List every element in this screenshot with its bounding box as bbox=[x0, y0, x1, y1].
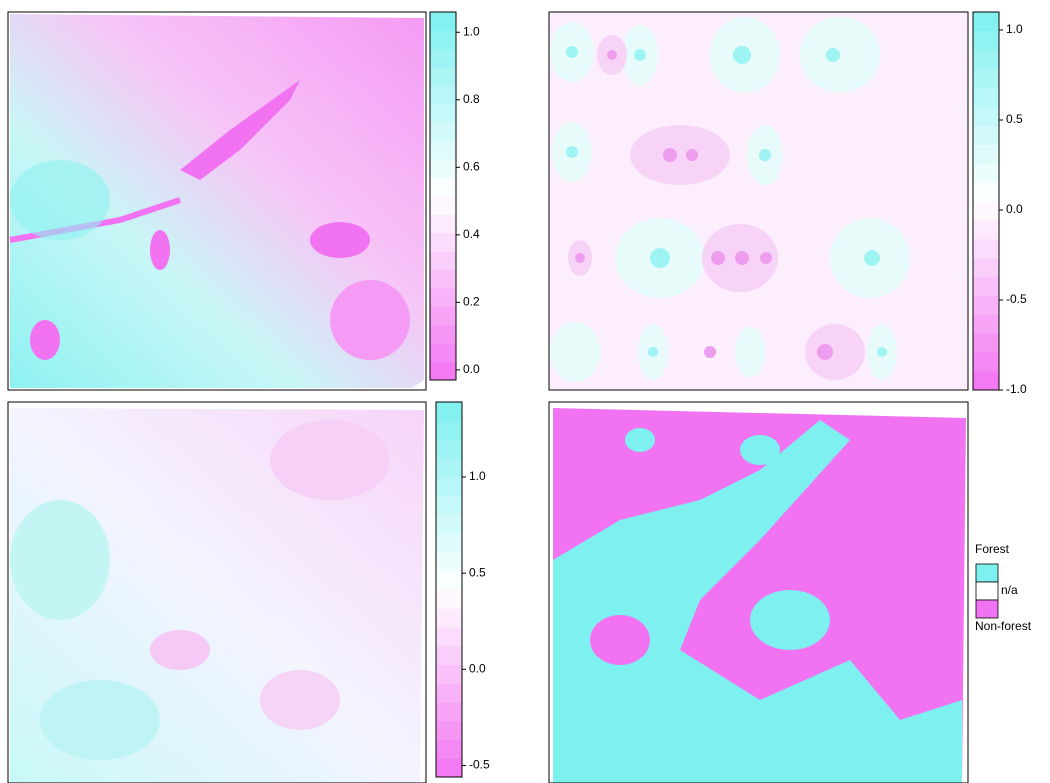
colorbar-step bbox=[436, 702, 462, 721]
colorbar-step bbox=[436, 533, 462, 552]
colorbar-tick-label: 1.0 bbox=[469, 469, 486, 483]
colorbar-step bbox=[436, 552, 462, 571]
colorbar-step bbox=[973, 12, 999, 31]
colorbar-tick-label: 0.4 bbox=[463, 227, 480, 241]
colorbar-step bbox=[430, 362, 456, 381]
legend-swatch bbox=[976, 582, 998, 600]
legend-swatch bbox=[976, 600, 998, 618]
colorbar-step bbox=[430, 159, 456, 178]
colorbar-step bbox=[430, 178, 456, 197]
map-4 bbox=[553, 408, 966, 783]
colorbar-tick-label: 0.8 bbox=[463, 92, 480, 106]
colorbar-step bbox=[436, 571, 462, 590]
colorbar-tick-label: -0.5 bbox=[469, 758, 490, 772]
colorbar-step bbox=[973, 333, 999, 352]
colorbar-step bbox=[436, 627, 462, 646]
colorbar-step bbox=[430, 30, 456, 49]
map-3 bbox=[10, 408, 424, 783]
colorbar-step bbox=[973, 69, 999, 88]
legend-label: Forest bbox=[975, 542, 1010, 556]
colorbar-step bbox=[430, 141, 456, 160]
colorbar-step bbox=[973, 182, 999, 201]
colorbar-step bbox=[436, 477, 462, 496]
colorbar-tick-label: 0.5 bbox=[1006, 112, 1023, 126]
colorbar-tick-label: 0.0 bbox=[1006, 202, 1023, 216]
colorbar-step bbox=[973, 88, 999, 107]
colorbar-step bbox=[430, 233, 456, 252]
colorbar-step bbox=[430, 343, 456, 362]
colorbar-step bbox=[430, 214, 456, 233]
colorbar-step bbox=[436, 590, 462, 609]
colorbar-step bbox=[436, 421, 462, 440]
colorbar-step bbox=[973, 144, 999, 163]
colorbar-step bbox=[436, 740, 462, 759]
colorbar-step bbox=[436, 683, 462, 702]
colorbar-step bbox=[430, 86, 456, 105]
colorbar-step bbox=[430, 49, 456, 68]
colorbar-step bbox=[436, 646, 462, 665]
colorbar-step bbox=[973, 258, 999, 277]
colorbar-step bbox=[973, 107, 999, 126]
colorbar-tick-label: -1.0 bbox=[1006, 382, 1027, 396]
colorbar-step bbox=[430, 12, 456, 31]
colorbar-tick-label: 0.0 bbox=[463, 362, 480, 376]
colorbar-step bbox=[430, 270, 456, 289]
colorbar-step bbox=[973, 314, 999, 333]
colorbar-step bbox=[430, 104, 456, 123]
colorbar-step bbox=[973, 125, 999, 144]
colorbar-step bbox=[430, 196, 456, 215]
colorbar-step bbox=[436, 608, 462, 627]
colorbar-step bbox=[973, 352, 999, 371]
colorbar-tick-label: -0.5 bbox=[1006, 292, 1027, 306]
colorbar-step bbox=[973, 277, 999, 296]
colorbar-step bbox=[430, 251, 456, 270]
map-1 bbox=[10, 14, 424, 388]
legend-swatch bbox=[976, 564, 998, 582]
colorbar-step bbox=[430, 288, 456, 307]
page: 1.0 0.8 0.6 0.4 0.2 0.0 1.0 0.5 0.0 -0.5 -1.0 1.0 0.… bbox=[0, 0, 1050, 783]
colorbar-step bbox=[436, 402, 462, 421]
colorbar-tick-label: 0.0 bbox=[469, 661, 486, 675]
colorbar-step bbox=[973, 239, 999, 258]
colorbar-step bbox=[436, 665, 462, 684]
legend-label: Non-forest bbox=[975, 619, 1032, 633]
colorbar-step bbox=[436, 458, 462, 477]
colorbar-tick-label: 0.5 bbox=[469, 565, 486, 579]
colorbar-step bbox=[973, 31, 999, 50]
legend-label: n/a bbox=[1001, 583, 1018, 597]
colorbar-tick-label: 0.6 bbox=[463, 159, 480, 173]
colorbar-step bbox=[436, 496, 462, 515]
colorbar-step bbox=[436, 721, 462, 740]
colorbar-step bbox=[430, 306, 456, 325]
colorbar-tick-label: 0.2 bbox=[463, 295, 480, 309]
colorbar-tick-label: 1.0 bbox=[463, 24, 480, 38]
colorbar-tick-label: 1.0 bbox=[1006, 22, 1023, 36]
colorbar-step bbox=[430, 67, 456, 86]
map-2 bbox=[549, 12, 968, 390]
colorbar-step bbox=[973, 296, 999, 315]
colorbar-step bbox=[436, 515, 462, 534]
colorbar-step bbox=[973, 201, 999, 220]
colorbar-step bbox=[436, 758, 462, 777]
colorbar-step bbox=[973, 163, 999, 182]
colorbar-step bbox=[430, 325, 456, 344]
colorbar-step bbox=[973, 220, 999, 239]
colorbar-step bbox=[973, 50, 999, 69]
colorbar-step bbox=[973, 371, 999, 390]
colorbar-step bbox=[436, 440, 462, 459]
colorbar-step bbox=[430, 122, 456, 141]
